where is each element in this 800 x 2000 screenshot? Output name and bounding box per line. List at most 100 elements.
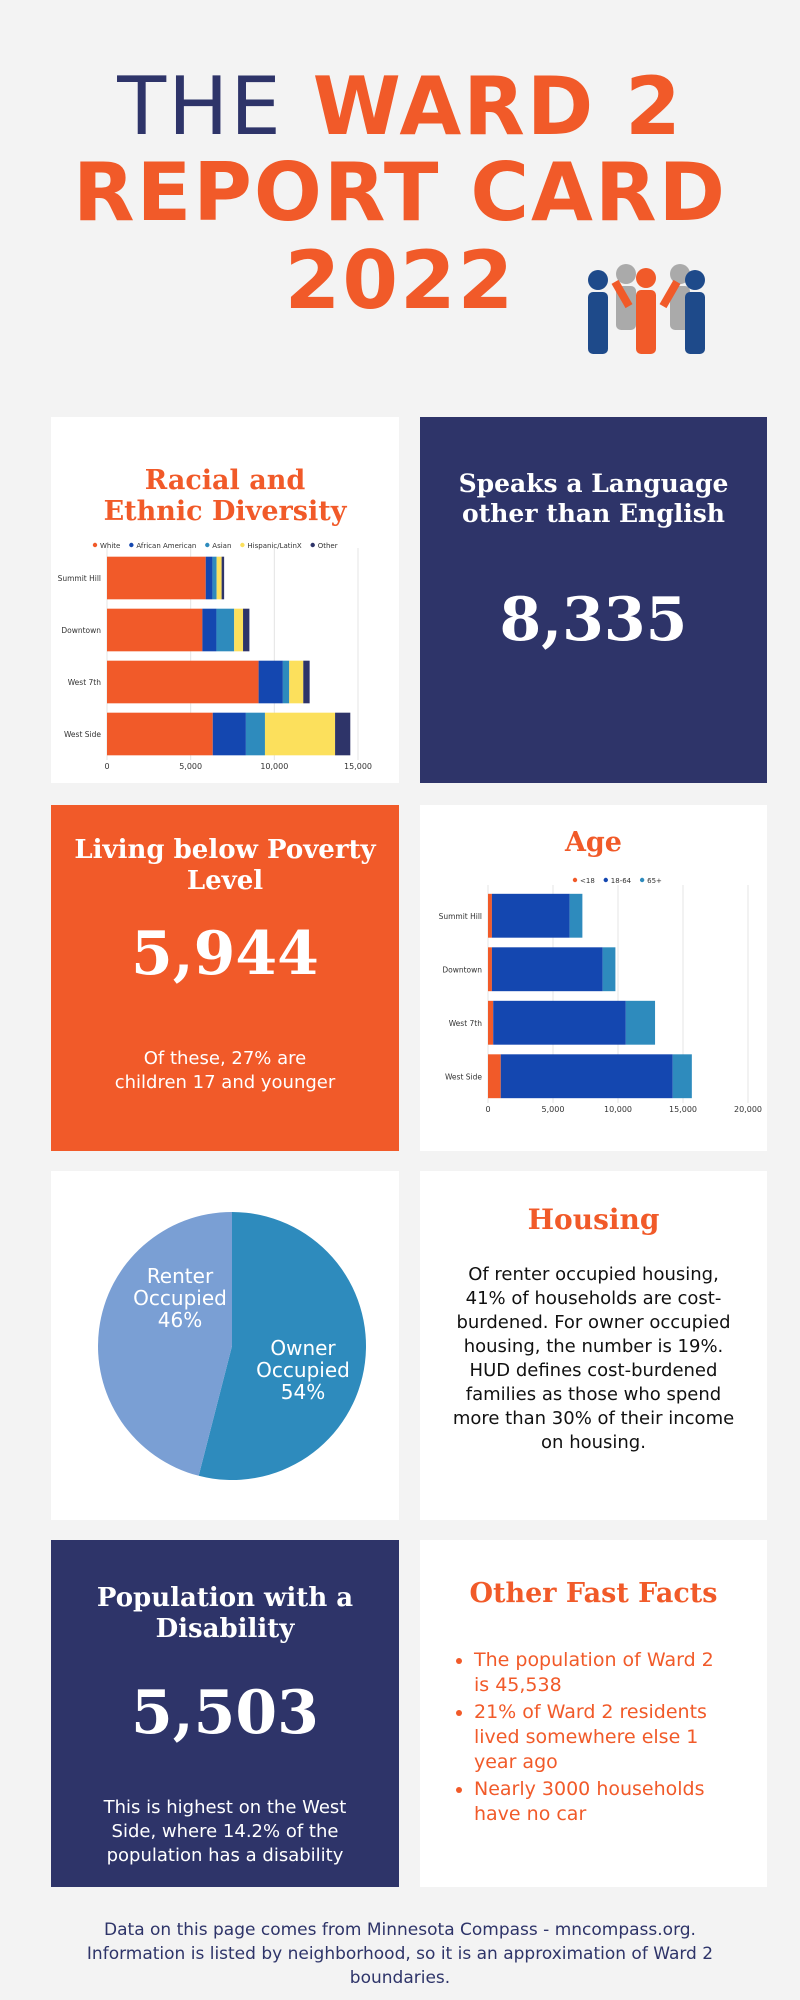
x-tick-label: 10,000: [260, 762, 288, 771]
legend-label: African American: [136, 542, 196, 550]
panel-text: Of renter occupied housing, 41% of house…: [452, 1264, 735, 1453]
bar-segment: [258, 660, 283, 704]
panel-value: 5,944: [131, 919, 319, 989]
bar-segment: [289, 660, 304, 704]
race-panel: Racial and Ethnic Diversity 0 5,000 10,000…: [51, 417, 399, 783]
bar-segment: [202, 608, 217, 652]
x-tick-label: 15,000: [344, 762, 372, 771]
bar-segment: [205, 556, 213, 600]
age-panel: Age 0 5,000 10,000 15,000 20,000 <18 18-64 65+ S…: [420, 805, 767, 1151]
y-tick-label: Downtown: [61, 626, 101, 635]
bar-segment: [303, 660, 310, 704]
title-part: THE: [117, 60, 283, 153]
fast-facts-panel: Other Fast Facts The population of Ward …: [420, 1540, 767, 1887]
bar-segment: [107, 608, 203, 652]
bar-segment: [491, 893, 570, 938]
fact-item: The population of Ward 2 is 45,538: [474, 1648, 724, 1698]
bar-segment: [107, 556, 206, 600]
pie-slice: [198, 1212, 367, 1480]
slice-value-label: 54%: [280, 1380, 326, 1404]
x-tick-label: 10,000: [604, 1105, 632, 1114]
legend-marker: [92, 542, 98, 548]
bar-segment: [216, 556, 222, 600]
bar-segment: [245, 712, 265, 756]
pie-chart: [98, 1212, 367, 1480]
panel-title: Housing: [527, 1203, 660, 1236]
y-tick-label: Summit Hill: [439, 912, 482, 921]
bar-segment: [221, 556, 225, 600]
fact-list: The population of Ward 2 is 45,53821% of…: [452, 1648, 724, 1829]
bar-segment: [234, 608, 244, 652]
disability-panel: Population with a Disability 5,503 This …: [51, 1540, 399, 1887]
slice-value-label: 46%: [157, 1308, 203, 1332]
bar-segment: [602, 947, 616, 992]
x-tick-label: 5,000: [542, 1105, 565, 1114]
legend-marker: [240, 542, 245, 548]
age-chart: 0 5,000 10,000 15,000 20,000 <18 18-64 65+ Summi…: [439, 877, 762, 1114]
legend-label: 65+: [647, 877, 662, 885]
housing-panel: Housing Of renter occupied housing, 41% …: [420, 1171, 767, 1520]
legend-marker: [310, 542, 315, 548]
chart-title: Age: [564, 827, 622, 858]
bar-segment: [264, 712, 336, 756]
poverty-panel: Living below Poverty Level 5,944 Of thes…: [51, 805, 399, 1151]
title-line-3: 2022: [284, 234, 516, 327]
bar-segment: [672, 1054, 692, 1099]
x-tick-label: 15,000: [669, 1105, 697, 1114]
legend-label: Other: [318, 542, 338, 550]
panel-value: 5,503: [131, 1678, 319, 1748]
bar-segment: [212, 712, 246, 756]
title-line-2: REPORT CARD: [73, 146, 727, 239]
bar-segment: [500, 1054, 673, 1099]
bar-segment: [216, 608, 235, 652]
panel-title: Living below Poverty Level: [74, 835, 376, 896]
y-tick-label: West Side: [64, 730, 101, 739]
bar-segment: [335, 712, 351, 756]
bar-segment: [491, 947, 603, 992]
fact-item: 21% of Ward 2 residents lived somewhere …: [474, 1700, 724, 1775]
y-tick-label: West 7th: [68, 678, 102, 687]
bar-segment: [625, 1000, 656, 1045]
legend-marker: [205, 542, 210, 548]
x-tick-label: 0: [485, 1105, 490, 1114]
bar-segment: [488, 893, 492, 938]
panel-title: Speaks a Language other than English: [458, 469, 729, 528]
legend-label: <18: [580, 877, 595, 885]
legend-marker: [129, 542, 134, 548]
fact-item: Nearly 3000 households have no car: [474, 1777, 724, 1827]
bar-segment: [569, 893, 583, 938]
slice-label: Renter Occupied: [133, 1264, 227, 1310]
bar-segment: [488, 1000, 494, 1045]
language-panel: Speaks a Language other than English 8,3…: [420, 417, 767, 783]
panel-title: Other Fast Facts: [469, 1578, 718, 1609]
bar-segment: [493, 1000, 626, 1045]
title-line-1: THE WARD 2: [0, 62, 800, 152]
legend-label: Asian: [212, 542, 231, 550]
chart-title: Racial and Ethnic Diversity: [103, 465, 347, 527]
panel-value: 8,335: [499, 585, 688, 655]
people-icon: [588, 264, 705, 354]
bar-segment: [243, 608, 250, 652]
y-tick-label: Downtown: [442, 965, 482, 974]
bar-segment: [107, 660, 259, 704]
panel-note: Of these, 27% are children 17 and younge…: [114, 1048, 336, 1093]
bar-segment: [282, 660, 290, 704]
panel-title: Population with a Disability: [96, 1583, 354, 1644]
legend-marker: [572, 877, 578, 883]
x-tick-label: 0: [104, 762, 109, 771]
pie-slice: [98, 1212, 232, 1476]
x-tick-label: 20,000: [734, 1105, 762, 1114]
legend-label: Hispanic/LatinX: [247, 542, 301, 550]
housing-pie-panel: Owner Occupied 54% Renter Occupied 46%: [51, 1171, 399, 1520]
y-tick-label: Summit Hill: [58, 574, 101, 583]
bar-segment: [212, 556, 217, 600]
footer: Data on this page comes from Minnesota C…: [86, 1920, 714, 1988]
legend-label: White: [100, 542, 120, 550]
y-tick-label: West Side: [445, 1072, 482, 1081]
bar-segment: [488, 947, 492, 992]
legend-label: 18-64: [611, 877, 632, 885]
race-chart: 0 5,000 10,000 15,000 White African American A…: [58, 542, 372, 771]
legend-marker: [603, 877, 608, 883]
bar-segment: [488, 1054, 501, 1099]
